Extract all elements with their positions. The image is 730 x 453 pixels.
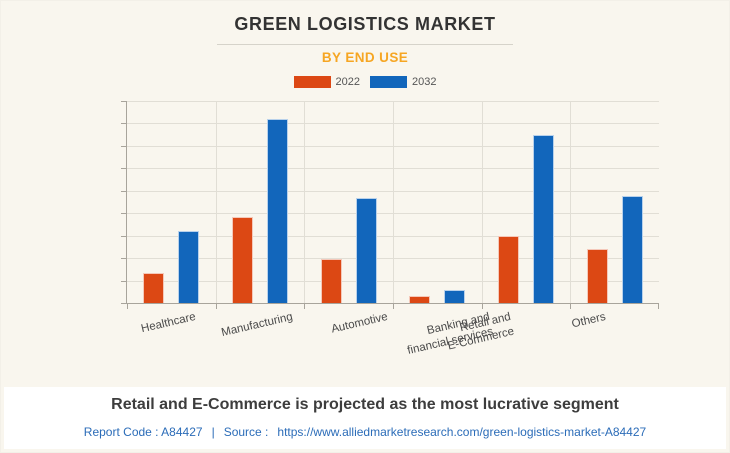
title-divider (217, 44, 513, 45)
report-code-link[interactable]: Report Code : A84427 (83, 425, 203, 439)
bar-2022-1[interactable] (232, 216, 253, 303)
legend-label-2032: 2032 (412, 76, 437, 88)
grid-line (570, 101, 572, 303)
chart-title: GREEN LOGISTICS MARKET (234, 14, 496, 34)
bar-2032-1[interactable] (267, 118, 288, 303)
separator: | (211, 425, 215, 439)
bar-2032-2[interactable] (355, 197, 377, 303)
legend-swatch-2022 (293, 76, 331, 88)
y-axis-tick (121, 213, 127, 215)
y-axis-tick (121, 101, 127, 102)
source-label: Source : (223, 425, 269, 439)
bar-2032-5[interactable] (621, 196, 643, 303)
grid-line (393, 101, 394, 303)
footer-headline: Retail and E-Commerce is projected as th… (111, 396, 619, 413)
x-axis-tick (481, 303, 483, 309)
y-axis-tick (121, 258, 127, 260)
legend-label-2022: 2022 (335, 76, 360, 88)
bar-2022-5[interactable] (586, 249, 608, 303)
bar-2022-4[interactable] (498, 235, 519, 303)
x-axis-tick (127, 303, 128, 309)
y-axis-tick (121, 123, 127, 125)
bar-2032-0[interactable] (178, 231, 200, 303)
bar-2022-3[interactable] (409, 296, 431, 303)
legend-item-2032[interactable]: 2032 (370, 76, 436, 88)
y-axis-tick (121, 145, 127, 147)
grid-line (481, 101, 483, 303)
source-url-link[interactable]: https://www.alliedmarketresearch.com/gre… (277, 425, 647, 439)
x-axis-tick (393, 303, 394, 309)
grid-line (215, 101, 217, 303)
x-axis (121, 303, 127, 304)
bar-2022-0[interactable] (143, 272, 165, 303)
bar-chart: Healthcare Manufacturing Automotive Banking… (1, 1, 729, 381)
bar-2032-4[interactable] (533, 134, 554, 303)
y-axis-tick (121, 168, 127, 170)
footer: Retail and E-Commerce is projected as th… (4, 387, 726, 449)
footer-source-line: Report Code : A84427 | Source : https://… (4, 425, 726, 439)
bar-2032-3[interactable] (444, 289, 466, 303)
x-axis-tick (570, 303, 572, 309)
legend: 2022 2032 (1, 76, 729, 88)
x-axis-tick (215, 303, 217, 309)
grid-line (304, 101, 306, 303)
y-axis-tick (121, 235, 127, 237)
legend-item-2022[interactable]: 2022 (293, 76, 360, 88)
plot-area (121, 101, 659, 309)
bar-2022-2[interactable] (320, 259, 342, 303)
legend-swatch-2032 (370, 76, 407, 88)
chart-subtitle: BY END USE (321, 50, 409, 65)
x-axis-tick (658, 303, 659, 309)
y-axis-tick (121, 280, 127, 282)
x-axis-labels: Healthcare Manufacturing Automotive Banking… (1, 308, 729, 378)
y-axis-tick (121, 190, 127, 192)
x-axis-tick (304, 303, 306, 309)
